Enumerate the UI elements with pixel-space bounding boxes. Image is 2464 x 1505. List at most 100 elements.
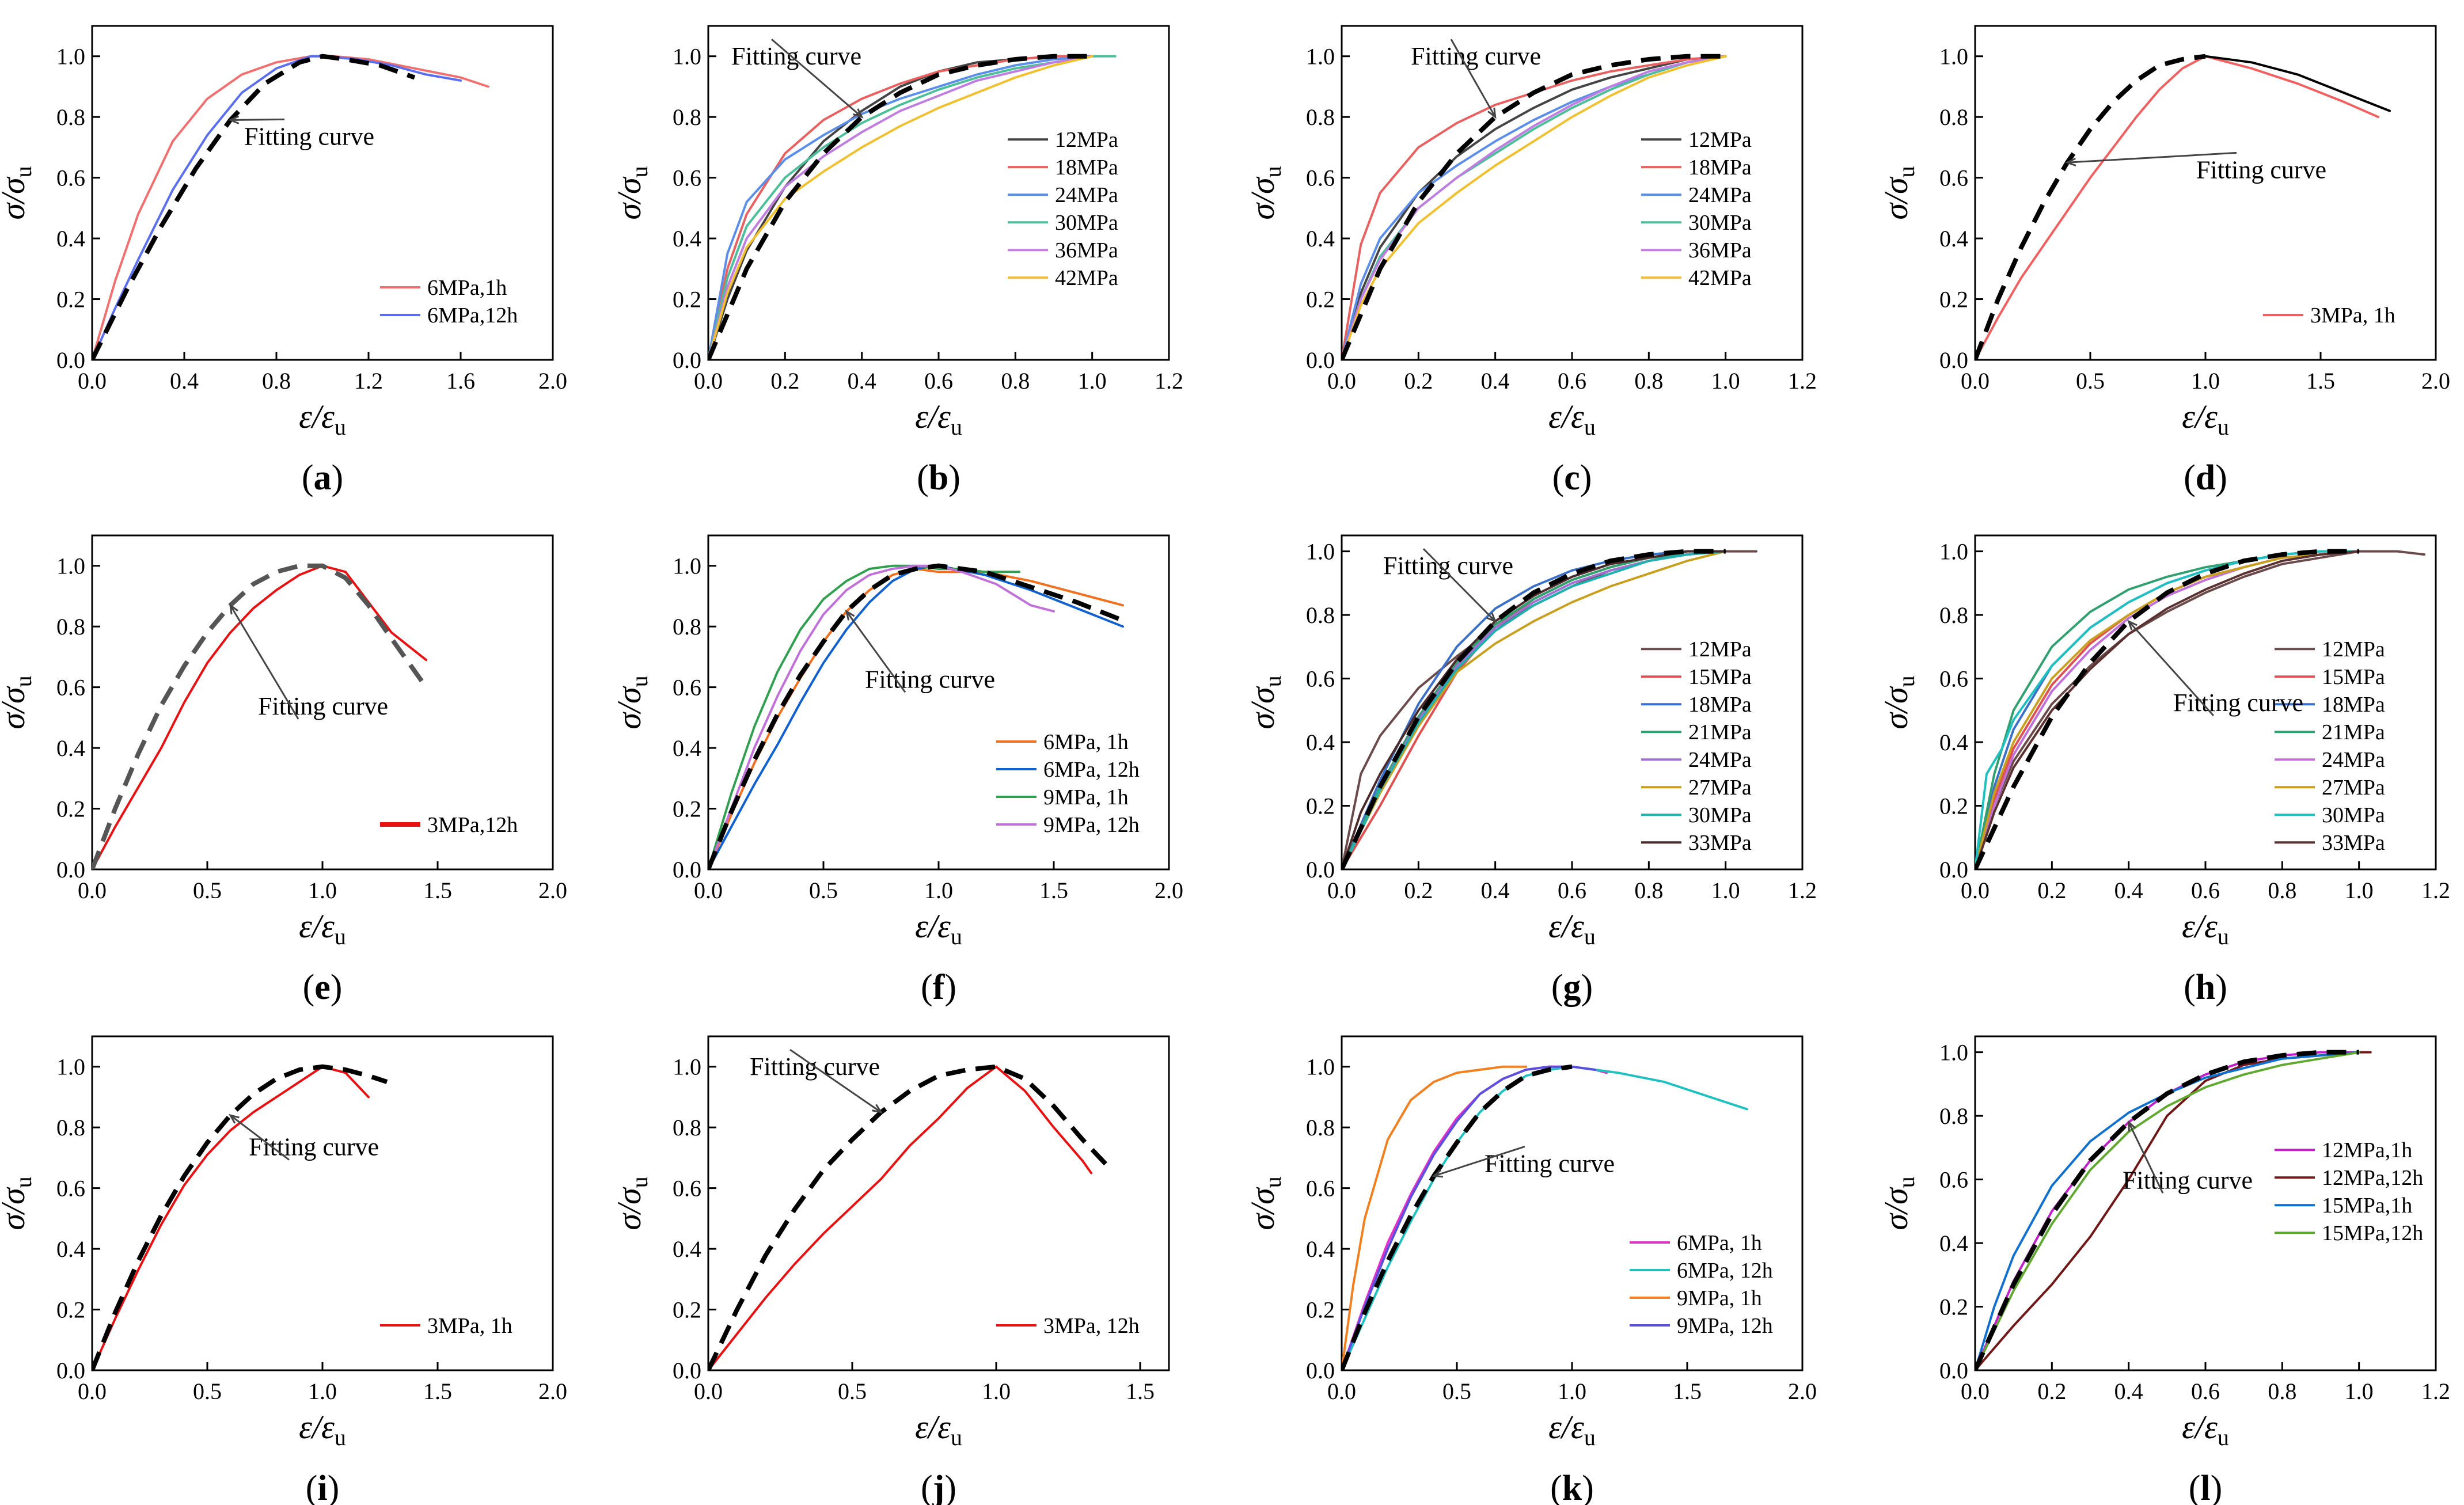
y-tick-label: 0.6: [1306, 666, 1335, 692]
fitting-curve-line: [1342, 549, 1726, 869]
legend-label: 3MPa, 1h: [2310, 303, 2395, 328]
y-tick-label: 0.4: [1939, 729, 1968, 755]
chart-panel-d: 0.0 0.5 1.0 1.5 2.0 0.0 0.2 0.4 0.6 0.8 1.0 ε/εu σ/σ…: [1877, 25, 2450, 497]
panel-label: (j): [921, 1469, 956, 1505]
x-tick-label: 0.4: [2114, 877, 2143, 903]
legend-label: 9MPa, 1h: [1043, 785, 1129, 809]
y-tick-label: 1.0: [1939, 1040, 1968, 1066]
chart-panel-i: 0.0 0.5 1.0 1.5 2.0 0.0 0.2 0.4 0.6 0.8 1.0 ε/εu σ/σ…: [0, 1035, 567, 1505]
x-axis-label: ε/εu: [915, 1408, 962, 1450]
series-line-12mpa-1h: [1975, 1051, 2360, 1370]
y-tick-label: 0.4: [673, 735, 701, 761]
y-tick-label: 0.2: [1306, 1297, 1335, 1323]
series-line-9mpa-1h: [708, 564, 1020, 869]
y-tick-label: 0.6: [56, 1176, 85, 1202]
legend-label: 18MPa: [1055, 155, 1118, 180]
y-tick-label: 0.6: [1306, 1176, 1335, 1202]
series-line-6mpa-1h: [92, 55, 489, 360]
y-tick-label: 0.0: [673, 857, 701, 883]
legend-label: 24MPa: [1688, 183, 1752, 207]
series-line-3mpa-1h: [92, 1065, 370, 1370]
x-tick-label: 1.5: [423, 877, 452, 903]
x-tick-label: 0.5: [193, 877, 222, 903]
series-group: [1975, 54, 2391, 360]
x-tick-label: 1.0: [2191, 368, 2220, 394]
fitting-curve-line: [92, 563, 428, 869]
x-tick-label: 1.6: [446, 368, 475, 394]
chart-panel-c: 0.0 0.2 0.4 0.6 0.8 1.0 1.2 0.0 0.2 0.4 0.6 0.8 1.0 ε…: [1244, 25, 1817, 497]
series-line-12mpa-12h: [1975, 1051, 2372, 1370]
x-tick-label: 0.4: [2114, 1378, 2143, 1404]
legend-label: 30MPa: [2322, 803, 2385, 827]
x-axis-label: ε/εu: [2182, 907, 2229, 949]
legend-label: 12MPa: [1688, 128, 1752, 152]
x-tick-label: 0.2: [2037, 1378, 2066, 1404]
x-tick-label: 1.0: [2345, 877, 2374, 903]
y-tick-label: 1.0: [56, 1054, 85, 1080]
x-tick-label: 0.6: [2191, 1378, 2220, 1404]
x-tick-label: 1.5: [1673, 1378, 1702, 1404]
x-tick-label: 0.4: [848, 368, 876, 394]
x-tick-label: 0.5: [193, 1378, 222, 1404]
panel-label: (h): [2184, 968, 2227, 1007]
legend-label: 24MPa: [2322, 748, 2385, 772]
panel-label: (e): [303, 968, 343, 1007]
fitting-curve-annotation: Fitting curve: [2196, 155, 2326, 184]
x-tick-label: 0.0: [1327, 877, 1356, 903]
y-tick-label: 0.6: [1306, 165, 1335, 191]
fitting-curve-line: [92, 54, 416, 360]
y-axis-label: σ/σu: [0, 1176, 36, 1230]
x-tick-label: 1.0: [308, 877, 337, 903]
y-tick-label: 1.0: [673, 1054, 701, 1080]
y-axis-label: σ/σu: [610, 675, 652, 729]
annotation-arrowhead: [1486, 612, 1497, 623]
series-group: [1342, 54, 1727, 360]
series-line-18mpa: [1342, 550, 1727, 869]
y-axis-label: σ/σu: [610, 166, 652, 219]
y-tick-label: 0.8: [56, 104, 85, 130]
y-tick-label: 1.0: [56, 44, 85, 70]
x-tick-label: 0.8: [1634, 368, 1663, 394]
annotation-arrowhead: [2127, 620, 2138, 630]
y-tick-label: 1.0: [1306, 44, 1335, 70]
annotation-arrow: [2067, 151, 2237, 164]
annotation-arrow: [2128, 621, 2215, 717]
y-tick-label: 0.0: [673, 1358, 701, 1384]
y-tick-label: 1.0: [1306, 1054, 1335, 1080]
legend-label: 3MPa, 12h: [1043, 1314, 1140, 1338]
series-line-3mpa-12h: [708, 1065, 1092, 1370]
series-line-36mpa: [1342, 55, 1727, 360]
annotation-arrow: [2128, 1122, 2164, 1194]
legend-label: 12MPa,1h: [2322, 1138, 2412, 1162]
y-tick-label: 0.0: [1939, 1358, 1968, 1384]
fitting-curve-line: [92, 1064, 388, 1370]
y-axis-label: σ/σu: [1877, 1176, 1919, 1230]
y-tick-label: 0.6: [1939, 165, 1968, 191]
fitting-curve-annotation: Fitting curve: [244, 122, 374, 150]
panel-label: (a): [302, 458, 343, 497]
legend-label: 30MPa: [1688, 211, 1752, 235]
fitting-curve-line: [708, 563, 1124, 869]
y-axis-label: σ/σu: [610, 1176, 652, 1230]
y-tick-label: 0.6: [1939, 1167, 1968, 1193]
x-tick-label: 0.0: [1961, 368, 1990, 394]
annotation-arrowhead: [852, 108, 864, 119]
annotation-arrow: [1433, 1145, 1525, 1177]
x-tick-label: 2.0: [538, 1378, 567, 1404]
annotation-arrowhead: [1487, 108, 1497, 119]
panel-label: (l): [2189, 1469, 2223, 1505]
y-tick-label: 0.6: [1939, 666, 1968, 692]
x-tick-label: 0.0: [694, 368, 723, 394]
legend-label: 12MPa: [1055, 128, 1118, 152]
y-tick-label: 0.8: [1939, 602, 1968, 628]
legend-label: 9MPa, 1h: [1677, 1286, 1762, 1310]
x-tick-label: 0.8: [1001, 368, 1030, 394]
y-tick-label: 0.8: [56, 1115, 85, 1141]
series-group: [1342, 1064, 1748, 1370]
fitting-curve-line: [1975, 54, 2206, 360]
chart-panel-j: 0.0 0.5 1.0 1.5 0.0 0.2 0.4 0.6 0.8 1.0 ε/εu σ/σu 3M…: [610, 1035, 1170, 1505]
x-tick-label: 2.0: [1155, 877, 1183, 903]
plot-frame: [91, 25, 554, 361]
series-line-15mpa-12h: [1975, 1051, 2360, 1370]
x-tick-label: 0.0: [1327, 1378, 1356, 1404]
